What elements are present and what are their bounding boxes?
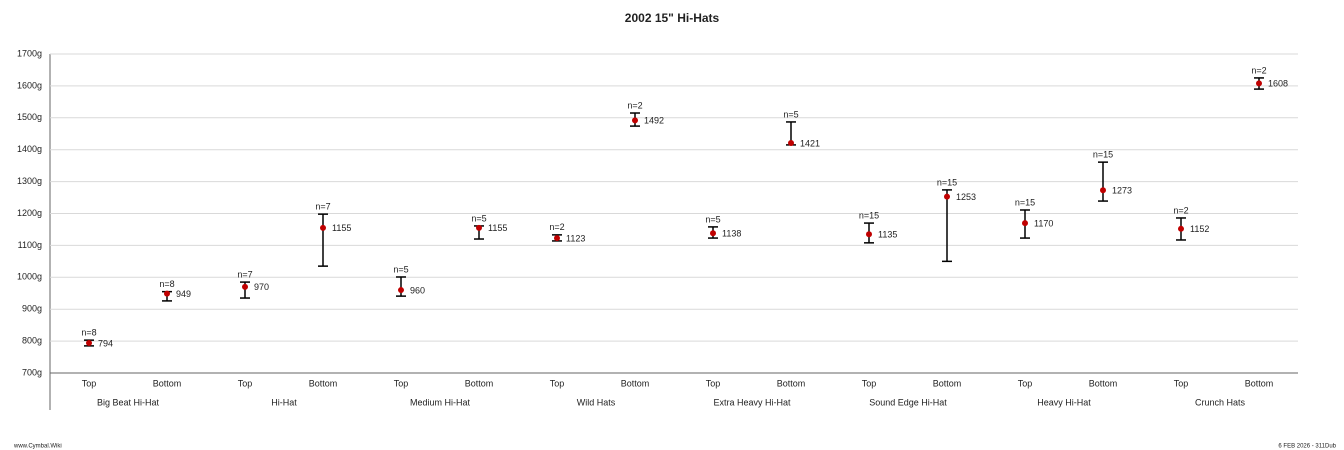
x-tick-label: Bottom (621, 378, 650, 388)
point (944, 193, 950, 200)
n-label: n=7 (237, 269, 252, 279)
y-tick-label: 1700g (17, 48, 42, 58)
y-tick-label: 1200g (17, 208, 42, 218)
point (632, 117, 638, 124)
point (710, 230, 716, 237)
y-tick-label: 1100g (18, 240, 42, 250)
y-tick-label: 1000g (17, 272, 42, 282)
x-tick-label: Top (82, 378, 97, 388)
group-label: Sound Edge Hi-Hat (869, 397, 947, 407)
y-tick-label: 900g (22, 304, 42, 314)
x-tick-label: Bottom (309, 378, 338, 388)
x-tick-label: Top (862, 378, 877, 388)
n-label: n=2 (549, 222, 564, 232)
group-label: Wild Hats (577, 397, 616, 407)
value-label: 1608 (1268, 79, 1288, 89)
x-tick-label: Top (394, 378, 409, 388)
x-tick-label: Bottom (1089, 378, 1118, 388)
value-label: 1138 (722, 229, 741, 239)
x-tick-label: Top (1018, 378, 1033, 388)
point (1178, 225, 1184, 232)
value-label: 1273 (1112, 186, 1132, 196)
value-label: 970 (254, 282, 269, 292)
n-label: n=5 (783, 109, 798, 119)
y-tick-label: 1600g (17, 80, 42, 90)
x-tick-label: Top (550, 378, 565, 388)
point (476, 224, 482, 231)
n-label: n=2 (1173, 205, 1188, 215)
point (866, 231, 872, 238)
point (1256, 80, 1262, 87)
y-tick-label: 800g (22, 335, 42, 345)
x-tick-label: Bottom (1245, 378, 1274, 388)
y-tick-label: 700g (22, 367, 42, 377)
y-tick-label: 1500g (17, 112, 42, 122)
n-label: n=8 (81, 328, 96, 338)
x-tick-label: Bottom (153, 378, 182, 388)
x-tick-label: Bottom (465, 378, 494, 388)
footer-left: www.Cymbal.Wiki (13, 444, 62, 450)
x-tick-label: Top (238, 378, 253, 388)
point (1100, 187, 1106, 194)
value-label: 1135 (878, 230, 897, 240)
n-label: n=5 (471, 213, 486, 223)
n-label: n=2 (627, 100, 642, 110)
value-label: 1170 (1034, 218, 1053, 228)
group-label: Big Beat Hi-Hat (97, 397, 160, 407)
value-label: 794 (98, 338, 113, 348)
point (164, 290, 170, 297)
x-tick-label: Top (706, 378, 721, 388)
value-label: 1492 (644, 116, 664, 126)
n-label: n=7 (315, 202, 330, 212)
value-label: 1123 (566, 233, 585, 243)
point (788, 140, 794, 147)
n-label: n=15 (1093, 150, 1113, 160)
value-label: 1421 (800, 138, 820, 148)
point (1022, 220, 1028, 227)
y-tick-label: 1400g (17, 144, 42, 154)
chart-title: 2002 15" Hi-Hats (625, 11, 720, 25)
n-label: n=15 (859, 210, 879, 220)
point (86, 340, 92, 347)
point (320, 224, 326, 231)
n-label: n=15 (1015, 197, 1035, 207)
value-label: 1152 (1190, 224, 1209, 234)
value-label: 1155 (488, 223, 507, 233)
value-label: 1253 (956, 192, 976, 202)
value-label: 960 (410, 285, 425, 295)
value-label: 1155 (332, 223, 351, 233)
n-label: n=5 (393, 264, 408, 274)
n-label: n=8 (159, 279, 174, 289)
group-label: Heavy Hi-Hat (1037, 397, 1091, 407)
x-tick-label: Top (1174, 378, 1189, 388)
group-label: Medium Hi-Hat (410, 397, 471, 407)
group-label: Crunch Hats (1195, 397, 1246, 407)
group-label: Extra Heavy Hi-Hat (713, 397, 791, 407)
y-tick-label: 1300g (17, 176, 42, 186)
point (554, 235, 560, 242)
point (398, 287, 404, 294)
n-label: n=15 (937, 177, 957, 187)
footer-right: 6 FEB 2026 - 311Dub (1278, 444, 1336, 450)
n-label: n=2 (1251, 65, 1266, 75)
x-tick-label: Bottom (777, 378, 806, 388)
group-label: Hi-Hat (271, 397, 297, 407)
point (242, 283, 248, 290)
value-label: 949 (176, 289, 191, 299)
x-tick-label: Bottom (933, 378, 962, 388)
n-label: n=5 (705, 214, 720, 224)
